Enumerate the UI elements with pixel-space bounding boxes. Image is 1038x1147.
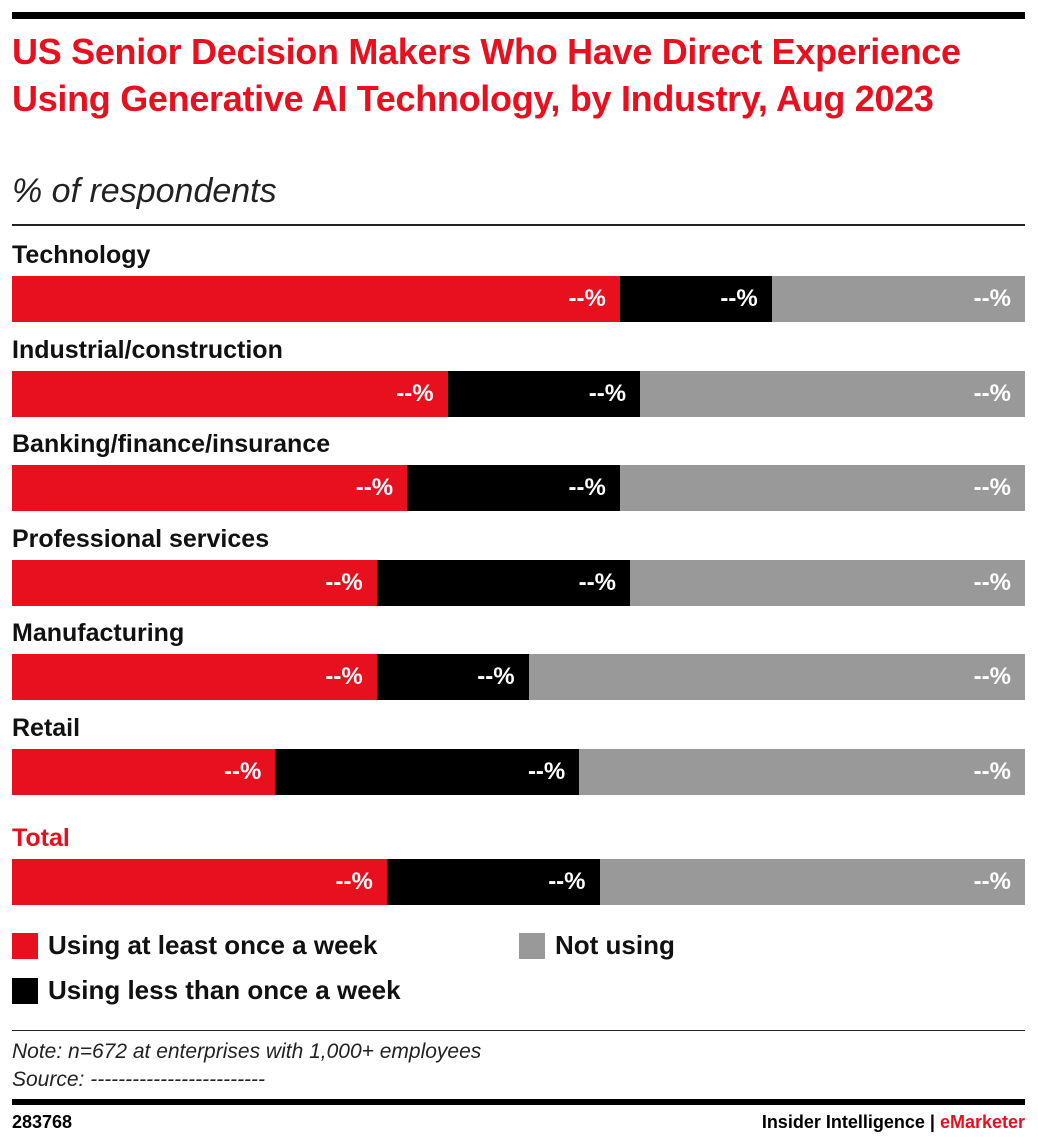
data-label: --% — [973, 663, 1011, 690]
legend-swatch — [12, 932, 38, 959]
legend-swatch — [12, 977, 38, 1004]
legend-label: Using at least once a week — [48, 930, 378, 960]
data-label: --% — [224, 757, 262, 785]
legend-swatch — [519, 932, 545, 959]
bar-segment: --% — [376, 559, 630, 606]
bar-segment: --% — [12, 859, 387, 905]
source: Source: ------------------------- — [12, 1068, 266, 1091]
bar-segment: --% — [619, 276, 772, 322]
data-label: --% — [720, 285, 758, 312]
bar-segment: --% — [386, 859, 600, 905]
data-label: --% — [973, 474, 1011, 501]
category-label: Banking/finance/insurance — [12, 430, 331, 458]
category-label: Professional services — [12, 524, 270, 553]
data-label: --% — [477, 663, 515, 690]
bar-row: --% --% --% — [12, 465, 1025, 511]
brand-right: eMarketer — [939, 1112, 1025, 1132]
bar-segment: --% — [12, 370, 448, 417]
bar-segment: --% — [12, 654, 377, 700]
data-label: --% — [973, 757, 1011, 785]
bar-segment: --% — [12, 276, 620, 322]
data-label: --% — [325, 568, 363, 596]
data-label: --% — [396, 379, 434, 407]
bar-segment: --% — [619, 465, 1025, 511]
category-label: Retail — [12, 713, 81, 742]
bar-segment: --% — [275, 748, 580, 795]
bar-row: --% --% --% — [12, 654, 1025, 700]
data-label: --% — [973, 868, 1011, 895]
bar-segment: --% — [771, 276, 1025, 322]
data-label: --% — [973, 379, 1011, 407]
legend-weekly: Using at least once a week — [12, 930, 377, 961]
bar-segment: --% — [629, 559, 1025, 606]
bar-segment: --% — [528, 654, 1025, 700]
data-label: --% — [355, 474, 394, 501]
top-rule — [12, 12, 1025, 19]
data-label: --% — [973, 285, 1011, 312]
bar-segment: --% — [599, 859, 1025, 905]
data-label: --% — [578, 568, 616, 596]
brand-left: Insider Intelligence — [761, 1112, 925, 1132]
chart-title: US Senior Decision Makers Who Have Direc… — [12, 31, 961, 119]
bar-row: --% --% --% — [12, 748, 1025, 795]
data-label: --% — [325, 663, 363, 690]
category-label: Total — [12, 824, 70, 852]
data-label: --% — [568, 474, 606, 501]
chart-subtitle: % of respondents — [12, 172, 277, 210]
bar-segment: --% — [447, 370, 641, 417]
brand-separator: | — [929, 1112, 935, 1132]
data-label: --% — [527, 757, 566, 785]
brand: Insider Intelligence | eMarketer — [762, 1112, 1025, 1133]
bar-row: --% --% --% — [12, 370, 1025, 417]
category-label: Industrial/construction — [12, 335, 283, 364]
divider — [12, 1030, 1025, 1031]
note: Note: n=672 at enterprises with 1,000+ e… — [12, 1040, 482, 1063]
legend-less: Using less than once a week — [12, 975, 401, 1006]
data-label: --% — [973, 568, 1011, 596]
chart-id: 283768 — [12, 1112, 73, 1132]
data-label: --% — [568, 285, 606, 312]
bar-segment: --% — [12, 748, 276, 795]
bar-segment: --% — [407, 465, 620, 511]
bar-segment: --% — [12, 559, 377, 606]
legend-label: Not using — [555, 930, 675, 960]
category-label: Technology — [12, 241, 151, 269]
bar-row: --% --% --% — [12, 276, 1025, 322]
data-label: --% — [548, 868, 586, 895]
bar-segment: --% — [376, 654, 529, 700]
data-label: --% — [588, 379, 627, 407]
category-label: Manufacturing — [12, 619, 185, 647]
data-label: --% — [335, 868, 373, 895]
bar-row: --% --% --% — [12, 859, 1025, 905]
divider — [12, 224, 1025, 226]
bottom-rule — [12, 1099, 1025, 1105]
bar-segment: --% — [12, 465, 408, 511]
legend-label: Using less than once a week — [48, 975, 401, 1005]
legend-not-using: Not using — [519, 930, 675, 961]
bar-row: --% --% --% — [12, 559, 1025, 606]
bar-segment: --% — [640, 370, 1025, 417]
bar-segment: --% — [579, 748, 1025, 795]
